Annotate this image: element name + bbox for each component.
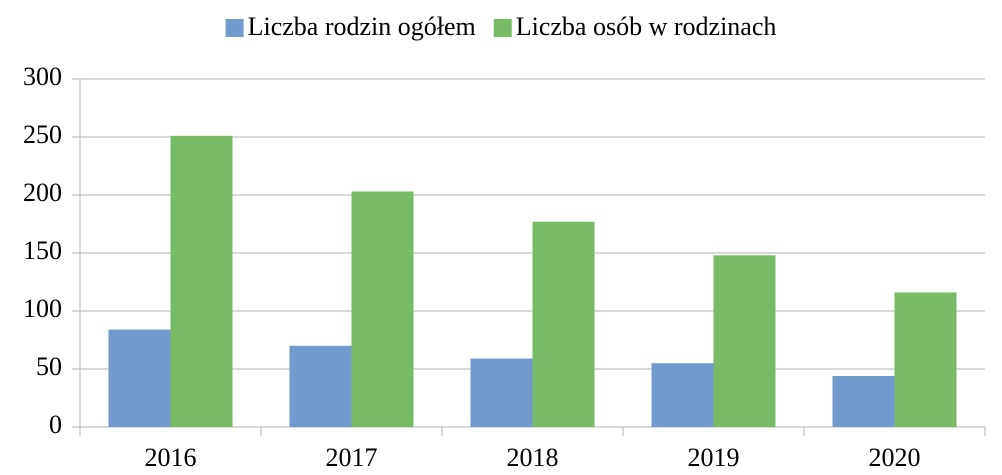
x-tick-label: 2019	[688, 443, 740, 472]
bar	[532, 221, 595, 427]
y-tick-label: 200	[23, 178, 62, 207]
y-tick-label: 0	[49, 410, 62, 439]
legend-label: Liczba rodzin ogółem	[248, 12, 476, 41]
x-tick-label: 2016	[145, 443, 197, 472]
x-tick-label: 2017	[326, 443, 378, 472]
legend-swatch	[493, 19, 512, 37]
bar	[470, 358, 533, 427]
y-tick-label: 250	[23, 120, 62, 149]
bar	[894, 292, 957, 427]
bar	[170, 135, 233, 427]
bar	[289, 345, 352, 427]
x-tick-label: 2020	[869, 443, 921, 472]
bar	[651, 363, 714, 427]
y-tick-label: 300	[23, 62, 62, 91]
bar	[351, 191, 414, 427]
bar	[108, 329, 171, 427]
x-tick-label: 2018	[507, 443, 559, 472]
bar	[832, 375, 895, 427]
bar	[713, 255, 776, 427]
y-tick-label: 150	[23, 236, 62, 265]
y-tick-label: 50	[36, 352, 62, 381]
y-tick-label: 100	[23, 294, 62, 323]
legend-swatch	[225, 19, 244, 37]
legend-label: Liczba osób w rodzinach	[516, 12, 777, 41]
